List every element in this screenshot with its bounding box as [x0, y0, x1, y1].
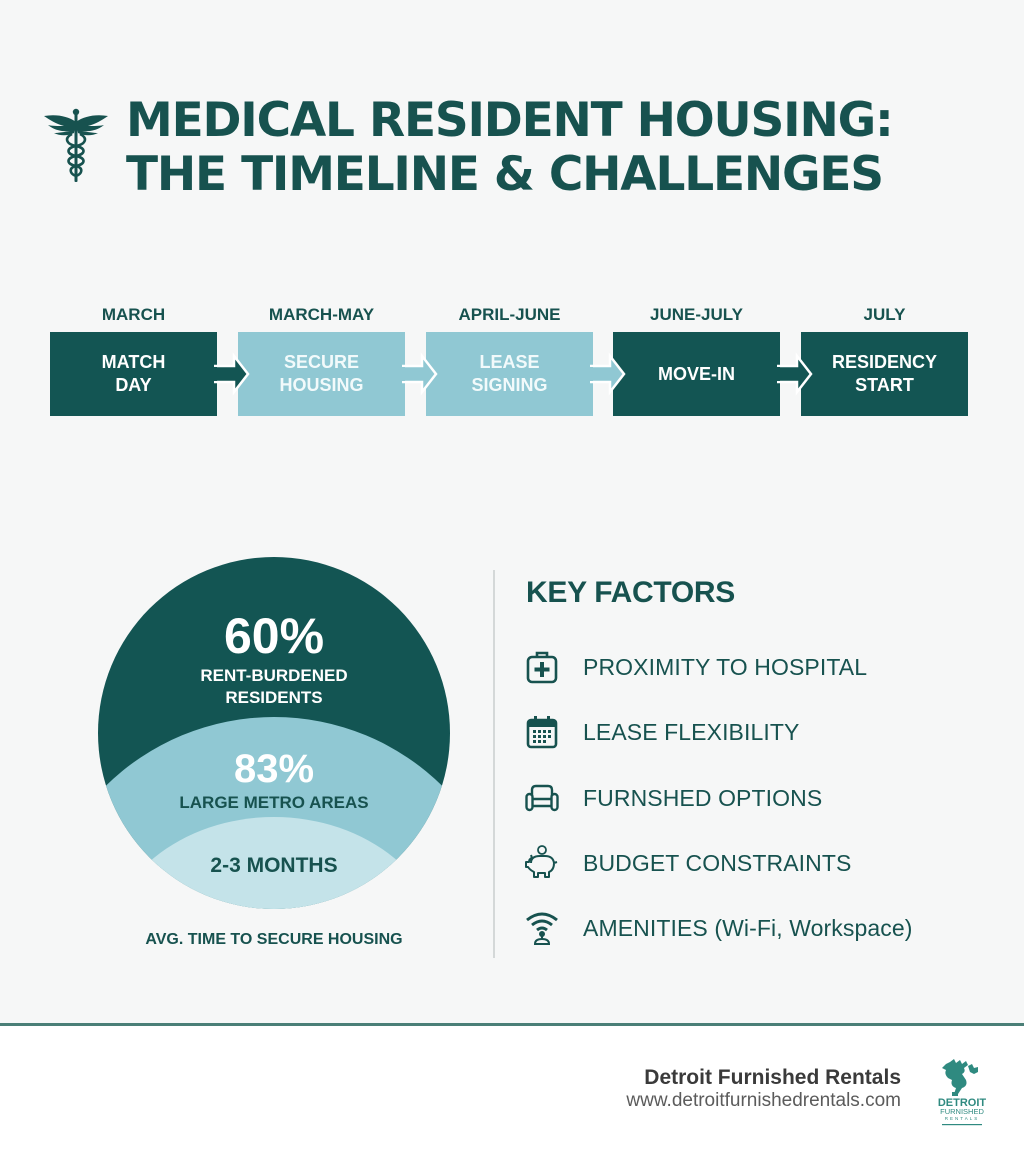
key-factor-item: PROXIMITY TO HOSPITAL: [525, 649, 867, 685]
footer: [0, 1026, 1024, 1154]
stat-rent-burdened-label: RENT-BURDENED RESIDENTS: [98, 665, 450, 709]
stat-metro-value: 83%: [233, 747, 315, 791]
timeline-period-4: JUNE-JULY: [650, 305, 743, 324]
stat-time-value: 2-3 MONTHS: [210, 854, 338, 877]
title-line-2: THE TIMELINE & CHALLENGES: [126, 147, 884, 202]
brand-url-link[interactable]: www.detroitfurnishedrentals.com: [626, 1090, 901, 1111]
timeline-step-label: SECURE HOUSING: [279, 352, 364, 395]
title-line-1: MEDICAL RESIDENT HOUSING:: [126, 93, 894, 148]
wifi-icon: [525, 910, 559, 946]
timeline-period-5: JULY: [863, 305, 906, 324]
timeline-step-residency-start: RESIDENCY START: [801, 332, 968, 416]
timeline-step-secure-housing: SECURE HOUSING: [238, 332, 405, 416]
key-factor-item: AMENITIES (Wi-Fi, Workspace): [525, 910, 913, 946]
arrow-right-icon: [777, 352, 813, 396]
key-factor-item: BUDGET CONSTRAINTS: [525, 845, 851, 881]
timeline-step-label: RESIDENCY START: [831, 352, 938, 395]
timeline-step-lease-signing: LEASE SIGNING: [426, 332, 593, 416]
stat-label-line: RENT-BURDENED: [200, 666, 348, 685]
timeline-step-label: LEASE SIGNING: [471, 352, 548, 395]
svg-text:FURNISHED: FURNISHED: [940, 1107, 984, 1116]
timeline-step-label: MOVE-IN: [657, 363, 735, 384]
stat-metro-label: LARGE METRO AREAS: [179, 793, 369, 812]
page-title: MEDICAL RESIDENT HOUSING: THE TIMELINE &…: [126, 93, 894, 202]
caduceus-icon: [44, 108, 108, 182]
timeline-step-move-in: MOVE-IN: [613, 332, 780, 416]
sofa-icon: [525, 780, 559, 816]
timeline-period-3: APRIL-JUNE: [458, 305, 561, 324]
key-factor-item: LEASE FLEXIBILITY: [525, 714, 799, 750]
timeline-period-2: MARCH-MAY: [268, 305, 375, 324]
section-divider: [493, 570, 495, 958]
timeline-period-1: MARCH: [101, 305, 166, 324]
stat-caption: AVG. TIME TO SECURE HOUSING: [145, 931, 403, 948]
piggy-bank-icon: [525, 845, 559, 881]
stat-rent-burdened-value: 60%: [223, 608, 325, 664]
timeline-step-match-day: MATCH DAY: [50, 332, 217, 416]
svg-text:DETROIT: DETROIT: [938, 1097, 987, 1109]
arrow-right-icon: [402, 352, 438, 396]
key-factor-item: FURNSHED OPTIONS: [525, 780, 822, 816]
calendar-icon: [525, 714, 559, 750]
footer-divider: [0, 1023, 1024, 1026]
timeline-step-label: MATCH DAY: [101, 352, 166, 395]
brand-logo: DETROIT FURNISHED RENTALS: [938, 1059, 987, 1126]
key-factor-label: AMENITIES (Wi-Fi, Workspace): [583, 914, 913, 941]
key-factor-label: PROXIMITY TO HOSPITAL: [583, 653, 868, 680]
arrow-right-icon: [590, 352, 626, 396]
key-factor-label: FURNSHED OPTIONS: [583, 784, 823, 811]
key-factor-label: BUDGET CONSTRAINTS: [583, 849, 852, 876]
brand-name: Detroit Furnished Rentals: [644, 1066, 901, 1089]
stat-circle-graphic: [98, 557, 450, 909]
medical-kit-icon: [525, 649, 559, 685]
stat-label-line: RESIDENTS: [225, 688, 323, 707]
key-factors-title: KEY FACTORS: [526, 576, 735, 609]
arrow-right-icon: [214, 352, 250, 396]
key-factor-label: LEASE FLEXIBILITY: [583, 718, 800, 745]
svg-text:RENTALS: RENTALS: [945, 1116, 979, 1121]
